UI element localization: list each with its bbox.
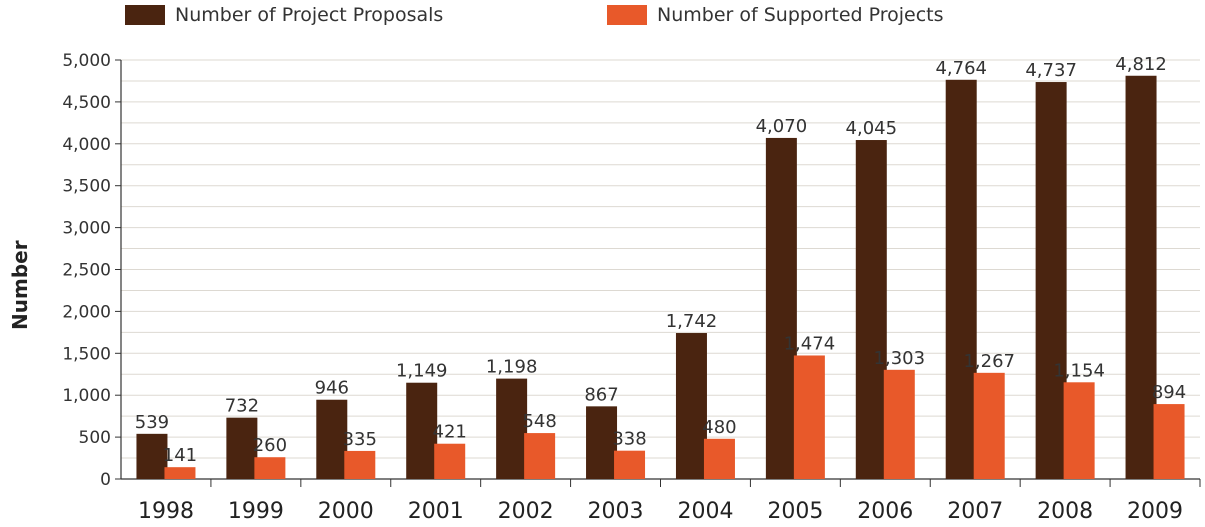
- bar-proposals-2002: [496, 378, 528, 479]
- data-label-proposals-2008: 4,737: [1025, 60, 1077, 81]
- bar-proposals-2009: [1125, 75, 1157, 480]
- y-tick-label: 500: [79, 428, 111, 448]
- x-tick-label: 2001: [408, 499, 464, 524]
- x-tick-label: 2008: [1037, 499, 1093, 524]
- data-label-supported-1999: 260: [253, 435, 287, 456]
- data-label-supported-2001: 421: [433, 422, 467, 443]
- x-tick-label: 2009: [1127, 499, 1183, 524]
- bar-supported-2007: [973, 372, 1005, 479]
- data-label-proposals-2003: 867: [584, 384, 618, 405]
- y-tick-label: 3,500: [62, 177, 111, 197]
- bar-proposals-2005: [765, 137, 797, 479]
- data-label-supported-2002: 548: [522, 411, 556, 432]
- legend-item-supported: Number of Supported Projects: [607, 4, 944, 26]
- bar-proposals-1999: [226, 417, 258, 479]
- bar-proposals-2003: [586, 406, 618, 479]
- legend-label-proposals: Number of Project Proposals: [175, 4, 444, 26]
- bar-supported-2006: [883, 369, 915, 479]
- x-tick-label: 1999: [228, 499, 284, 524]
- bar-supported-2008: [1063, 382, 1095, 479]
- data-label-proposals-1998: 539: [135, 412, 169, 433]
- y-tick-label: 4,000: [62, 135, 111, 155]
- data-label-proposals-2000: 946: [315, 378, 349, 399]
- bar-supported-2001: [434, 443, 466, 479]
- data-label-proposals-2005: 4,070: [756, 116, 808, 137]
- bar-supported-2004: [703, 438, 735, 479]
- bar-proposals-2007: [945, 79, 977, 480]
- bar-proposals-2004: [675, 333, 707, 479]
- y-tick-label: 4,500: [62, 93, 111, 113]
- x-tick-label: 2006: [857, 499, 913, 524]
- legend-swatch-supported: [607, 5, 647, 25]
- legend-label-supported: Number of Supported Projects: [657, 4, 944, 26]
- legend: Number of Project Proposals Number of Su…: [0, 4, 1205, 32]
- y-tick-label: 2,500: [62, 261, 111, 281]
- bar-proposals-2006: [855, 140, 887, 480]
- data-label-proposals-2006: 4,045: [846, 118, 898, 139]
- bar-proposals-2000: [316, 399, 348, 479]
- y-tick-label: 3,000: [62, 219, 111, 239]
- data-label-supported-2007: 1,267: [963, 351, 1015, 372]
- data-label-supported-2008: 1,154: [1053, 360, 1105, 381]
- data-label-proposals-2007: 4,764: [935, 58, 987, 79]
- x-tick-label: 2002: [498, 499, 554, 524]
- data-label-proposals-2004: 1,742: [666, 311, 718, 332]
- data-label-supported-2005: 1,474: [784, 333, 836, 354]
- x-tick-label: 2004: [677, 499, 733, 524]
- y-tick-label: 2,000: [62, 302, 111, 322]
- bar-supported-2005: [793, 355, 825, 479]
- data-label-proposals-2002: 1,198: [486, 357, 538, 378]
- x-tick-label: 2005: [767, 499, 823, 524]
- data-label-supported-2004: 480: [702, 417, 736, 438]
- x-tick-label: 2000: [318, 499, 374, 524]
- bar-supported-2009: [1153, 404, 1185, 479]
- data-label-supported-2006: 1,303: [874, 348, 926, 369]
- bar-proposals-2008: [1035, 82, 1067, 479]
- bar-proposals-2001: [406, 382, 438, 479]
- bar-supported-1999: [254, 457, 286, 479]
- y-tick-label: 5,000: [62, 51, 111, 71]
- data-label-supported-2009: 894: [1152, 382, 1186, 403]
- data-label-supported-1998: 141: [163, 445, 197, 466]
- y-tick-label: 1,000: [62, 386, 111, 406]
- data-label-supported-2000: 335: [343, 429, 377, 450]
- bar-supported-1998: [164, 467, 196, 479]
- y-tick-label: 1,500: [62, 344, 111, 364]
- data-label-proposals-1999: 732: [225, 396, 259, 417]
- y-tick-label: 0: [100, 470, 111, 490]
- x-tick-label: 2007: [947, 499, 1003, 524]
- bar-supported-2003: [614, 450, 646, 479]
- bar-proposals-1998: [136, 433, 168, 479]
- legend-item-proposals: Number of Project Proposals: [125, 4, 443, 26]
- data-label-proposals-2001: 1,149: [396, 361, 448, 382]
- data-label-proposals-2009: 4,812: [1115, 54, 1167, 75]
- x-tick-label: 1998: [138, 499, 194, 524]
- data-label-supported-2003: 338: [612, 429, 646, 450]
- bar-supported-2002: [524, 433, 556, 479]
- legend-swatch-proposals: [125, 5, 165, 25]
- x-tick-label: 2003: [588, 499, 644, 524]
- bar-supported-2000: [344, 450, 376, 479]
